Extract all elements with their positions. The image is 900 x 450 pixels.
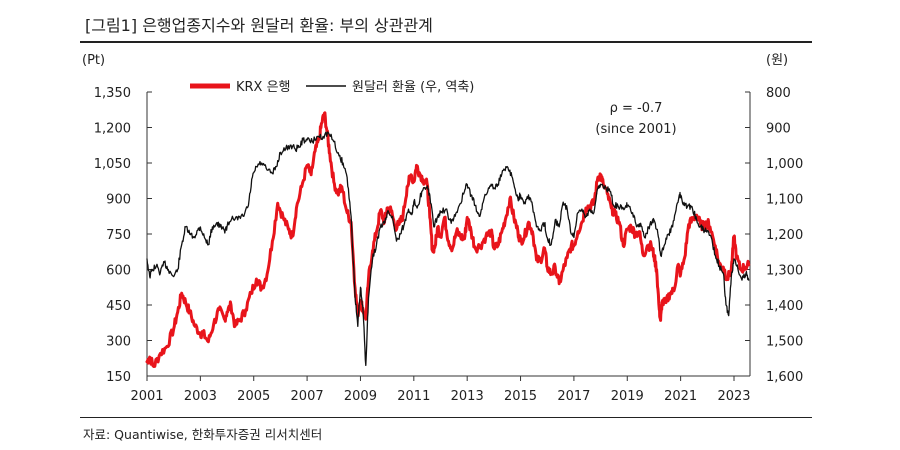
- x-tick-label: 2019: [611, 389, 644, 404]
- legend-label: 원달러 환율 (우, 역축): [352, 80, 474, 95]
- right-tick-label: 1,600: [766, 370, 803, 385]
- right-tick-label: 1,100: [766, 193, 803, 208]
- left-tick-label: 1,350: [94, 86, 131, 101]
- right-tick-label: 1,500: [766, 335, 803, 350]
- right-tick-label: 1,200: [766, 228, 803, 243]
- left-tick-label: 750: [106, 228, 131, 243]
- x-tick-label: 2009: [344, 389, 377, 404]
- left-tick-label: 300: [106, 335, 131, 350]
- series-line-usdkrw: [146, 131, 750, 367]
- figure-title: [그림1] 은행업종지수와 원달러 환율: 부의 상관관계: [85, 16, 433, 35]
- annotation-rho: ρ = -0.7: [610, 101, 663, 116]
- x-tick-label: 2005: [237, 389, 270, 404]
- right-tick-label: 900: [766, 122, 791, 137]
- x-tick-label: 2021: [664, 389, 697, 404]
- left-tick-label: 150: [106, 370, 131, 385]
- legend: KRX 은행 원달러 환율 (우, 역축): [190, 79, 474, 95]
- x-tick-label: 2001: [130, 389, 163, 404]
- left-tick-label: 900: [106, 193, 131, 208]
- right-tick-label: 800: [766, 86, 791, 101]
- right-tick-label: 1,300: [766, 264, 803, 279]
- annotation-since: (since 2001): [595, 122, 676, 137]
- bottom-rule: [80, 417, 812, 418]
- right-tick-label: 1,400: [766, 299, 803, 314]
- left-tick-label: 1,050: [94, 157, 131, 172]
- series-line-krx-bank: [145, 111, 751, 368]
- top-rule: [80, 41, 812, 43]
- x-tick-label: 2017: [557, 389, 590, 404]
- series-layer: [145, 111, 751, 368]
- left-tick-label: 1,200: [94, 122, 131, 137]
- x-tick-label: 2013: [451, 389, 484, 404]
- x-tick-label: 2011: [397, 389, 430, 404]
- x-tick-label: 2003: [184, 389, 217, 404]
- x-tick-label: 2023: [717, 389, 750, 404]
- x-tick-label: 2015: [504, 389, 537, 404]
- legend-label: KRX 은행: [236, 79, 291, 95]
- right-axis-unit: (원): [766, 53, 788, 68]
- left-tick-label: 450: [106, 299, 131, 314]
- axes: 1,350 1,200 1,050 900 750 600 450 300 150 800 900 1…: [94, 86, 803, 404]
- left-axis-unit: (Pt): [82, 53, 105, 68]
- source-note: 자료: Quantiwise, 한화투자증권 리서치센터: [83, 427, 323, 442]
- right-tick-label: 1,000: [766, 157, 803, 172]
- left-tick-label: 600: [106, 264, 131, 279]
- x-tick-label: 2007: [291, 389, 324, 404]
